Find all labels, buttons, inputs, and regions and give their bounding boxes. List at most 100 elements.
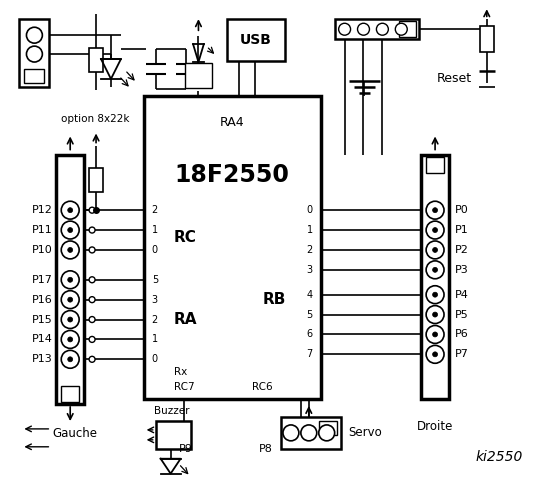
Text: P3: P3 [455, 265, 469, 275]
Circle shape [377, 23, 388, 35]
Text: 1: 1 [307, 225, 313, 235]
Circle shape [61, 271, 79, 288]
Circle shape [67, 317, 72, 322]
Text: P8: P8 [259, 444, 273, 454]
Text: Droite: Droite [417, 420, 453, 433]
Circle shape [432, 292, 437, 297]
Circle shape [89, 207, 95, 213]
Text: 5: 5 [306, 310, 313, 320]
Bar [480, 26, 494, 52]
Circle shape [426, 346, 444, 363]
Circle shape [432, 248, 437, 252]
Circle shape [426, 241, 444, 259]
Text: P10: P10 [32, 245, 53, 255]
Text: P17: P17 [32, 275, 53, 285]
Text: Servo: Servo [348, 426, 382, 439]
Circle shape [89, 277, 95, 283]
Circle shape [338, 23, 351, 35]
Text: 3: 3 [152, 295, 158, 305]
Bar [156, 421, 190, 449]
Text: RC7: RC7 [174, 382, 194, 392]
Text: 4: 4 [307, 290, 313, 300]
Text: P14: P14 [32, 335, 53, 345]
Text: 2: 2 [152, 314, 158, 324]
Text: P6: P6 [455, 329, 469, 339]
Text: P5: P5 [455, 310, 469, 320]
Text: P16: P16 [32, 295, 53, 305]
Text: P1: P1 [455, 225, 469, 235]
Circle shape [27, 46, 43, 62]
Circle shape [426, 306, 444, 324]
Text: P4: P4 [455, 290, 469, 300]
Circle shape [432, 312, 437, 317]
Text: P15: P15 [32, 314, 53, 324]
Text: 5: 5 [152, 275, 158, 285]
Text: Buzzer: Buzzer [154, 406, 189, 416]
Bar [61, 386, 79, 402]
Text: option 8x22k: option 8x22k [61, 114, 130, 124]
Circle shape [61, 221, 79, 239]
Circle shape [61, 241, 79, 259]
Text: RA4: RA4 [220, 116, 244, 129]
Circle shape [89, 356, 95, 362]
Circle shape [67, 337, 72, 342]
Circle shape [432, 208, 437, 213]
Bar [421, 156, 449, 399]
Circle shape [67, 357, 72, 362]
Text: P7: P7 [455, 349, 469, 360]
Text: RC: RC [174, 229, 196, 244]
Circle shape [61, 350, 79, 368]
Bar [24, 69, 44, 83]
Text: Gauche: Gauche [53, 427, 98, 440]
Text: P12: P12 [32, 205, 53, 215]
Circle shape [89, 316, 95, 323]
Circle shape [89, 247, 95, 253]
Text: Reset: Reset [436, 72, 472, 85]
Circle shape [67, 208, 72, 213]
Circle shape [283, 425, 299, 441]
Circle shape [426, 221, 444, 239]
Bar [426, 157, 444, 173]
Circle shape [61, 291, 79, 309]
Text: 2: 2 [152, 205, 158, 215]
Text: 6: 6 [307, 329, 313, 339]
Bar [227, 19, 285, 61]
Circle shape [67, 228, 72, 232]
Bar [319, 421, 337, 435]
Text: 2: 2 [306, 245, 313, 255]
Circle shape [426, 261, 444, 279]
Circle shape [426, 325, 444, 343]
Text: 7: 7 [306, 349, 313, 360]
Circle shape [89, 336, 95, 342]
Text: RC6: RC6 [252, 382, 273, 392]
Bar [281, 417, 341, 449]
Circle shape [432, 352, 437, 357]
Text: 1: 1 [152, 335, 158, 345]
Circle shape [301, 425, 317, 441]
Bar [89, 48, 103, 72]
Circle shape [89, 227, 95, 233]
Circle shape [89, 297, 95, 302]
Bar [335, 19, 419, 39]
Bar [89, 168, 103, 192]
Circle shape [27, 27, 43, 43]
Circle shape [67, 277, 72, 282]
Text: P0: P0 [455, 205, 469, 215]
Bar [56, 156, 84, 404]
Bar [144, 96, 321, 399]
Text: P13: P13 [32, 354, 53, 364]
Circle shape [426, 286, 444, 304]
Circle shape [432, 332, 437, 337]
Text: 18F2550: 18F2550 [175, 163, 290, 187]
Text: P2: P2 [455, 245, 469, 255]
Text: RB: RB [263, 292, 286, 307]
Text: USB: USB [240, 33, 272, 47]
Text: 1: 1 [152, 225, 158, 235]
Bar [19, 19, 49, 87]
Text: 0: 0 [307, 205, 313, 215]
Bar [399, 21, 416, 37]
Text: 0: 0 [152, 354, 158, 364]
Circle shape [319, 425, 335, 441]
Circle shape [61, 311, 79, 328]
Text: P9: P9 [179, 444, 192, 454]
